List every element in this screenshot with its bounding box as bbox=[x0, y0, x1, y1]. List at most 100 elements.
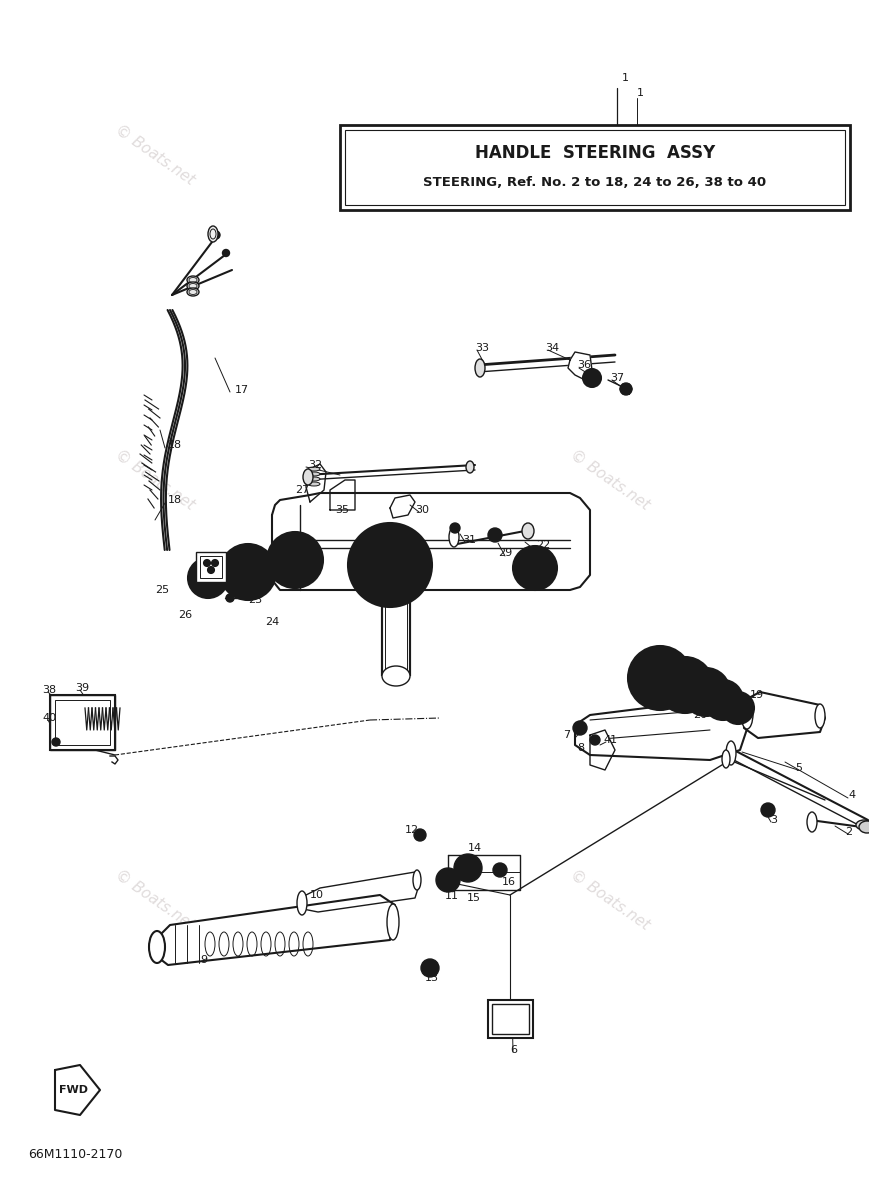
Ellipse shape bbox=[208, 226, 218, 242]
Text: 7: 7 bbox=[563, 730, 570, 740]
Text: © Boats.net: © Boats.net bbox=[112, 868, 197, 932]
Text: 33: 33 bbox=[475, 343, 489, 353]
Bar bbox=[200, 556, 222, 578]
Text: © Boats.net: © Boats.net bbox=[567, 448, 653, 512]
Circle shape bbox=[222, 250, 229, 257]
Text: 23: 23 bbox=[248, 595, 262, 605]
Ellipse shape bbox=[466, 461, 474, 473]
Circle shape bbox=[211, 559, 218, 566]
Polygon shape bbox=[298, 872, 420, 912]
Text: 5: 5 bbox=[795, 763, 802, 773]
Polygon shape bbox=[590, 730, 615, 770]
Text: 27: 27 bbox=[295, 485, 309, 494]
Ellipse shape bbox=[303, 469, 313, 485]
Text: 21: 21 bbox=[672, 690, 687, 700]
Text: 24: 24 bbox=[265, 617, 279, 626]
Circle shape bbox=[488, 528, 502, 542]
Circle shape bbox=[590, 734, 600, 745]
Bar bbox=[492, 1004, 529, 1034]
Text: © Boats.net: © Boats.net bbox=[567, 868, 653, 932]
Ellipse shape bbox=[308, 467, 320, 470]
Text: 35: 35 bbox=[335, 505, 349, 515]
Circle shape bbox=[464, 864, 472, 872]
Circle shape bbox=[513, 546, 557, 590]
Circle shape bbox=[52, 738, 60, 746]
Text: 66M1110-2170: 66M1110-2170 bbox=[28, 1148, 123, 1162]
Polygon shape bbox=[575, 695, 750, 760]
Polygon shape bbox=[55, 1066, 100, 1115]
Text: 19: 19 bbox=[750, 690, 764, 700]
Ellipse shape bbox=[726, 740, 736, 766]
Circle shape bbox=[493, 863, 507, 877]
Circle shape bbox=[212, 230, 220, 239]
Text: © Boats.net: © Boats.net bbox=[567, 122, 653, 188]
Polygon shape bbox=[744, 692, 825, 738]
Text: 16: 16 bbox=[502, 877, 516, 887]
Text: 18: 18 bbox=[168, 494, 182, 505]
Circle shape bbox=[375, 550, 405, 580]
Circle shape bbox=[240, 564, 256, 580]
Text: © Boats.net: © Boats.net bbox=[112, 122, 197, 188]
Circle shape bbox=[454, 854, 482, 882]
Circle shape bbox=[573, 721, 587, 734]
Bar bbox=[340, 125, 850, 210]
Text: HANDLE  STEERING  ASSY: HANDLE STEERING ASSY bbox=[474, 144, 715, 162]
Ellipse shape bbox=[308, 482, 320, 486]
Circle shape bbox=[761, 803, 775, 817]
Ellipse shape bbox=[856, 820, 869, 830]
Polygon shape bbox=[155, 895, 395, 965]
Text: 9: 9 bbox=[200, 955, 207, 965]
Text: 36: 36 bbox=[577, 360, 591, 370]
Text: 26: 26 bbox=[178, 610, 192, 620]
Text: 11: 11 bbox=[445, 890, 459, 901]
Circle shape bbox=[188, 558, 228, 598]
Text: 22: 22 bbox=[536, 540, 550, 550]
Circle shape bbox=[583, 370, 601, 386]
Circle shape bbox=[628, 646, 692, 710]
Circle shape bbox=[348, 523, 432, 607]
Circle shape bbox=[450, 523, 460, 533]
Circle shape bbox=[722, 692, 754, 724]
Ellipse shape bbox=[522, 523, 534, 539]
Text: 18: 18 bbox=[168, 440, 182, 450]
Circle shape bbox=[203, 559, 210, 566]
Ellipse shape bbox=[722, 750, 730, 768]
Ellipse shape bbox=[413, 870, 421, 890]
Circle shape bbox=[657, 658, 713, 713]
Bar bbox=[345, 130, 845, 205]
Bar bbox=[488, 1000, 533, 1038]
Text: 30: 30 bbox=[415, 505, 429, 515]
Circle shape bbox=[226, 594, 234, 602]
Bar bbox=[50, 695, 115, 750]
Text: 10: 10 bbox=[310, 890, 324, 900]
Text: 20: 20 bbox=[685, 673, 700, 683]
Text: 12: 12 bbox=[405, 826, 419, 835]
Text: 41: 41 bbox=[603, 734, 617, 745]
Text: 1: 1 bbox=[622, 73, 629, 83]
Text: 4: 4 bbox=[848, 790, 855, 800]
Ellipse shape bbox=[741, 698, 753, 728]
Ellipse shape bbox=[382, 666, 410, 686]
Text: 3: 3 bbox=[770, 815, 777, 826]
Text: 2: 2 bbox=[845, 827, 852, 838]
Ellipse shape bbox=[149, 931, 165, 962]
Bar bbox=[55, 700, 110, 745]
Ellipse shape bbox=[387, 904, 399, 940]
Text: 37: 37 bbox=[610, 373, 624, 383]
Text: 14: 14 bbox=[468, 842, 482, 853]
Text: 13: 13 bbox=[425, 973, 439, 983]
Ellipse shape bbox=[297, 890, 307, 914]
Circle shape bbox=[414, 829, 426, 841]
Polygon shape bbox=[306, 464, 326, 502]
Ellipse shape bbox=[187, 288, 199, 296]
Circle shape bbox=[220, 544, 276, 600]
Ellipse shape bbox=[449, 527, 459, 547]
Text: 38: 38 bbox=[42, 685, 56, 695]
Polygon shape bbox=[390, 494, 415, 518]
Ellipse shape bbox=[187, 276, 199, 284]
Text: 6: 6 bbox=[510, 1045, 517, 1055]
Text: 39: 39 bbox=[75, 683, 90, 692]
Ellipse shape bbox=[859, 821, 869, 833]
Text: 17: 17 bbox=[235, 385, 249, 395]
Bar bbox=[382, 590, 410, 674]
